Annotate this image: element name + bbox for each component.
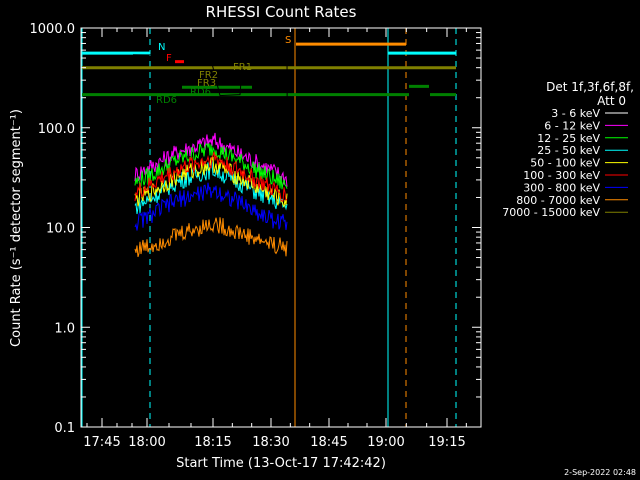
legend-label: 12 - 25 keV	[537, 132, 600, 145]
x-tick-label: 18:15	[194, 435, 231, 450]
legend-label: 7000 - 15000 keV	[502, 206, 600, 219]
annotation-label-s: S	[285, 35, 291, 46]
y-tick-label: 100.0	[38, 122, 75, 137]
x-tick-label: 18:30	[252, 435, 289, 450]
series-line-6-12kev	[134, 132, 288, 187]
x-tick-label: 18:00	[128, 435, 165, 450]
x-tick-label: 17:45	[83, 435, 120, 450]
series-step-3-6-kev-background	[132, 53, 289, 354]
series-line-300-800kev	[134, 182, 288, 231]
annotation-label-rd6: RD6	[190, 87, 211, 98]
annotation-label-n: N	[158, 42, 165, 53]
x-tick-label: 18:45	[310, 435, 347, 450]
y-tick-label: 10.0	[46, 222, 75, 237]
legend-label: 25 - 50 keV	[537, 144, 600, 157]
y-tick-label: 1000.0	[30, 22, 76, 37]
annotation-label-rd6: RD6	[156, 95, 177, 106]
x-tick-label: 19:00	[367, 435, 404, 450]
annotation-label-fr2: FR2	[199, 70, 218, 81]
x-tick-label: 19:15	[428, 435, 465, 450]
legend-header-line-2: Att 0	[597, 94, 626, 108]
legend-label: 50 - 100 keV	[530, 157, 600, 170]
y-axis-label: Count Rate (s⁻¹ detector segment⁻¹)	[9, 109, 24, 347]
annotation-label-f: F	[166, 53, 172, 64]
legend-label: 6 - 12 keV	[544, 119, 600, 132]
y-tick-label: 0.1	[54, 421, 75, 436]
legend-label: 800 - 7000 keV	[516, 194, 600, 207]
y-tick-label: 1.0	[54, 321, 75, 336]
x-axis-label: Start Time (13-Oct-17 17:42:42)	[176, 456, 386, 471]
chart-title: RHESSI Count Rates	[206, 3, 357, 21]
legend-label: 3 - 6 keV	[551, 107, 600, 120]
series-line-800-7000kev	[134, 217, 288, 258]
footer-timestamp: 2-Sep-2022 02:48	[564, 468, 636, 477]
series-line-12-25kev	[134, 143, 288, 190]
legend-label: 100 - 300 keV	[523, 169, 600, 182]
annotation-label-fr1: FR1	[233, 62, 252, 73]
legend-label: 300 - 800 keV	[523, 181, 600, 194]
legend-header-line-1: Det 1f,3f,6f,8f,	[546, 80, 634, 94]
series-line-100-300kev	[134, 151, 288, 202]
annotation-label-fr3: FR3	[197, 78, 216, 89]
